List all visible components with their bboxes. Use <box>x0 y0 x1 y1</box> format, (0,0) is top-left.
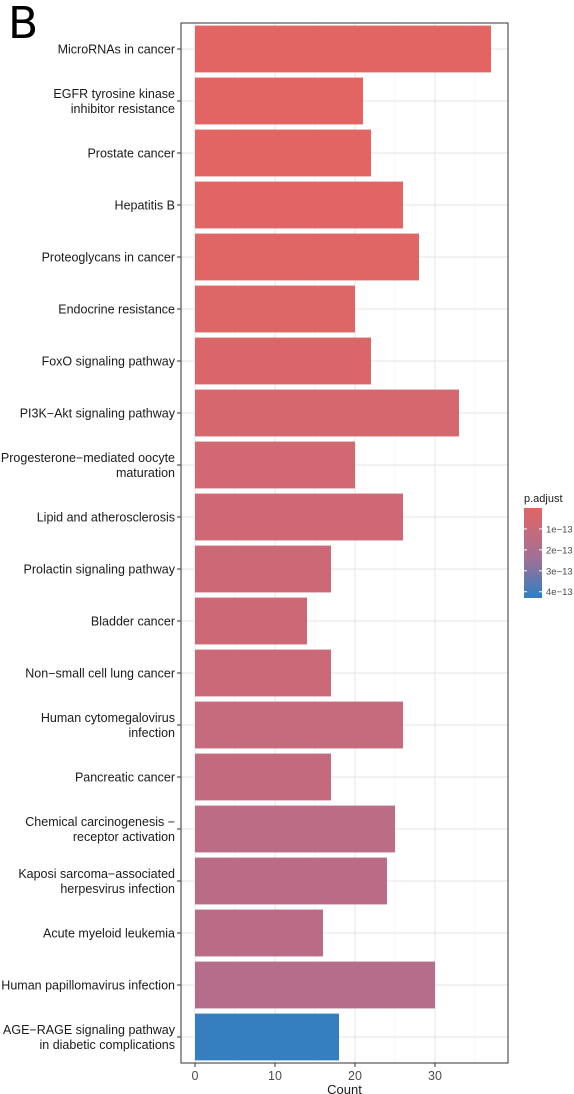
colorbar-tick-label: 4e−13 <box>546 587 573 598</box>
bar <box>195 129 371 177</box>
colorbar-tick-label: 1e−13 <box>546 524 573 535</box>
x-tick-label: 30 <box>428 1069 442 1083</box>
category-label: Non−small cell lung cancer <box>25 667 175 681</box>
category-label: Pancreatic cancer <box>75 771 175 785</box>
category-labels: MicroRNAs in cancer EGFR tyrosine kinase i… <box>1 43 181 1052</box>
bar <box>195 701 403 749</box>
panel-label: B <box>8 0 39 49</box>
bars <box>195 25 491 1061</box>
bar <box>195 493 403 541</box>
category-label: PI3K−Akt signaling pathway <box>20 407 176 421</box>
colorbar-tick-label: 3e−13 <box>546 566 573 577</box>
category-label: Hepatitis B <box>115 199 175 213</box>
bar <box>195 441 355 489</box>
bar <box>195 545 331 593</box>
category-label: Lipid and atherosclerosis <box>37 511 175 525</box>
bar <box>195 857 387 905</box>
grid-lines <box>181 23 508 1063</box>
x-tick-label: 10 <box>268 1069 282 1083</box>
bar <box>195 337 371 385</box>
bar <box>195 597 307 645</box>
bar <box>195 285 355 333</box>
category-label: Acute myeloid leukemia <box>43 927 175 941</box>
category-label: AGE−RAGE signaling pathway in diabetic co… <box>3 1023 176 1052</box>
category-label: MicroRNAs in cancer <box>58 43 175 57</box>
x-tick-label: 20 <box>348 1069 362 1083</box>
category-label: Bladder cancer <box>91 615 175 629</box>
bar <box>195 909 323 957</box>
bar <box>195 77 363 125</box>
plot-border <box>180 22 509 1064</box>
bar <box>195 805 395 853</box>
category-label: Chemical carcinogenesis − receptor activa… <box>25 815 175 844</box>
colorbar <box>524 508 542 598</box>
bar <box>195 389 459 437</box>
bar <box>195 753 331 801</box>
category-label: Endocrine resistance <box>58 303 175 317</box>
category-label: Prostate cancer <box>87 147 175 161</box>
x-axis-title: Count <box>327 1082 362 1094</box>
bar <box>195 1013 339 1061</box>
category-label: FoxO signaling pathway <box>42 355 176 369</box>
category-label: EGFR tyrosine kinase inhibitor resistance <box>53 87 175 116</box>
x-tick-labels: 0 10 20 30 <box>192 1063 442 1083</box>
colorbar-tick-label: 2e−13 <box>546 545 573 556</box>
bar <box>195 25 491 73</box>
colorbar-ticks: 1e−13 2e−13 3e−13 4e−13 <box>524 524 573 598</box>
bar <box>195 181 403 229</box>
colorbar-legend: p.adjust 1e−13 2e−13 3e−13 4e−13 <box>524 493 573 598</box>
category-label: Prolactin signaling pathway <box>24 563 176 577</box>
category-label: Progesterone−mediated oocyte maturation <box>1 451 175 480</box>
bar <box>195 649 331 697</box>
bar <box>195 961 435 1009</box>
category-label: Kaposi sarcoma−associated herpesvirus inf… <box>18 867 175 896</box>
legend-title: p.adjust <box>524 493 563 505</box>
category-label: Human papillomavirus infection <box>1 979 175 993</box>
category-label: Human cytomegalovirus infection <box>41 711 175 740</box>
category-label: Proteoglycans in cancer <box>42 251 175 265</box>
plot-background <box>181 23 508 1063</box>
bar <box>195 233 419 281</box>
x-tick-label: 0 <box>192 1069 199 1083</box>
